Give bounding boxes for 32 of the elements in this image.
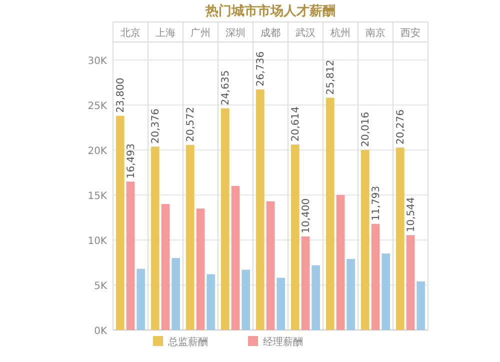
y-tick-label: 0K: [94, 326, 108, 337]
x-tick-label: 武汉: [296, 27, 316, 39]
data-label: 11,793: [371, 186, 382, 221]
x-tick-label: 南京: [366, 27, 386, 39]
x-tick-label: 北京: [120, 27, 140, 39]
x-tick-label: 广州: [190, 27, 210, 39]
x-tick-label: 成都: [260, 27, 280, 39]
data-label: 25,812: [326, 60, 337, 95]
x-tick-label: 上海: [156, 27, 176, 39]
data-label: 26,736: [256, 51, 267, 86]
data-label: 10,400: [301, 198, 312, 234]
y-tick-label: 25K: [88, 101, 108, 112]
data-label: 20,276: [396, 110, 407, 145]
data-label: 20,572: [186, 106, 197, 142]
y-tick-label: 15K: [88, 191, 108, 202]
data-label: 20,016: [360, 112, 372, 147]
x-tick-label: 西安: [400, 27, 420, 39]
data-label: 24,635: [220, 70, 232, 106]
data-label: 20,614: [290, 106, 302, 142]
y-tick-label: 20K: [88, 146, 108, 157]
x-tick-label: 深圳: [226, 27, 246, 39]
y-tick-label: 30K: [88, 56, 108, 67]
legend-label: 经理薪酬: [263, 336, 303, 348]
data-label: 20,376: [150, 108, 162, 144]
x-tick-label: 杭州: [330, 27, 350, 39]
data-label: 10,544: [406, 197, 417, 232]
y-tick-label: 5K: [94, 281, 108, 292]
legend-label: 总监薪酬: [167, 336, 208, 348]
y-tick-label: 10K: [88, 236, 108, 247]
chart-title: 热门城市市场人才薪酬: [204, 3, 336, 19]
data-label: 23,800: [116, 78, 127, 113]
data-label: 16,493: [126, 144, 137, 179]
